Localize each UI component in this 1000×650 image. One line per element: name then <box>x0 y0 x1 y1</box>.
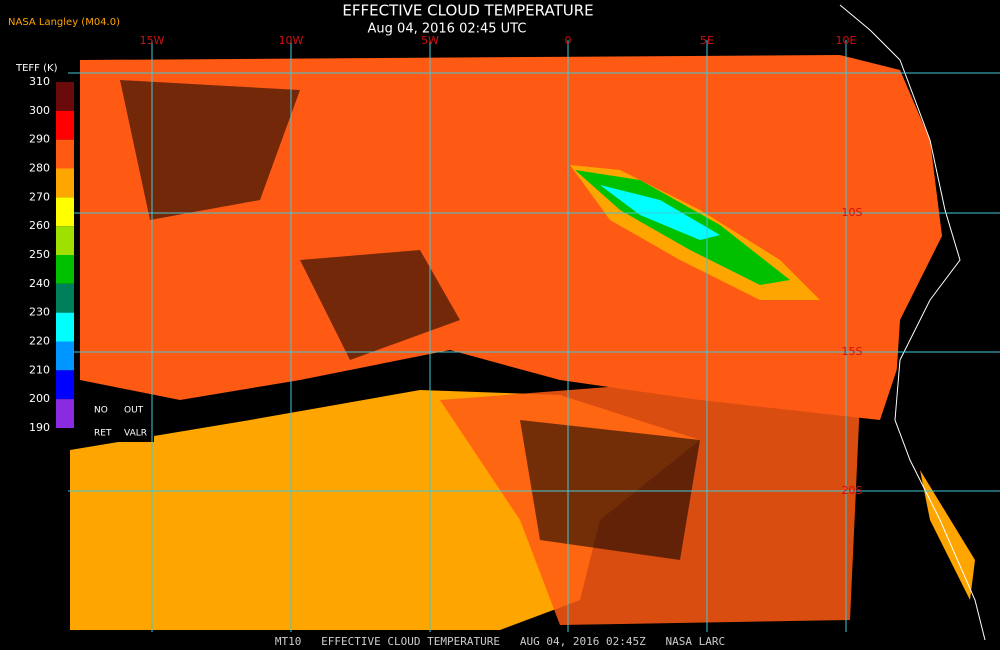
color-swatch <box>56 370 74 400</box>
legend-tick-label: 210 <box>29 363 50 376</box>
cloud-field <box>70 4 986 641</box>
legend-note: VALR <box>124 429 147 439</box>
color-swatch <box>56 312 74 342</box>
color-swatch <box>56 139 74 169</box>
title: EFFECTIVE CLOUD TEMPERATURE <box>342 2 593 20</box>
color-swatch <box>56 226 74 255</box>
legend-tick-label: 290 <box>29 133 50 146</box>
legend-tick-label: 270 <box>29 190 50 203</box>
legend-tick-label: 310 <box>29 75 50 88</box>
legend-tick-label: 190 <box>29 421 50 434</box>
lat-label: 20S <box>842 484 863 497</box>
color-swatch <box>56 255 74 284</box>
legend-note: RET <box>94 429 112 439</box>
legend-note: OUT <box>124 406 144 416</box>
color-swatch <box>56 283 74 313</box>
legend-title: TEFF (K) <box>15 63 58 74</box>
clear-patches <box>120 80 700 560</box>
lon-label: 5W <box>421 34 439 47</box>
footer: MT10 EFFECTIVE CLOUD TEMPERATURE AUG 04,… <box>275 635 725 648</box>
legend-tick-label: 300 <box>29 104 50 117</box>
legend-note: NO <box>94 406 108 416</box>
color-swatch <box>56 341 74 371</box>
legend-tick-label: 230 <box>29 306 50 319</box>
coastline <box>839 4 986 641</box>
subtitle: Aug 04, 2016 02:45 UTC <box>368 22 527 37</box>
lat-label: 10S <box>842 206 863 219</box>
source-label: NASA Langley (M04.0) <box>8 17 120 28</box>
cloud-warm <box>80 55 945 420</box>
color-swatch <box>56 110 74 140</box>
legend-notes-box <box>74 398 154 442</box>
lat-label: 15S <box>842 345 863 358</box>
color-swatch <box>56 197 74 227</box>
lon-label: 5E <box>700 34 714 47</box>
legend-tick-label: 200 <box>29 392 50 405</box>
legend-tick-label: 240 <box>29 277 50 290</box>
legend-tick-label: 250 <box>29 248 50 261</box>
land <box>880 200 985 630</box>
color-swatch <box>56 399 74 428</box>
legend-tick-label: 260 <box>29 219 50 232</box>
lon-label: 15W <box>140 34 165 47</box>
color-swatch <box>56 82 74 111</box>
color-swatch <box>56 168 74 198</box>
lon-label: 10E <box>836 34 857 47</box>
lon-label: 0 <box>565 34 572 47</box>
legend-tick-label: 280 <box>29 162 50 175</box>
lon-label: 10W <box>279 34 304 47</box>
legend-tick-label: 220 <box>29 335 50 348</box>
